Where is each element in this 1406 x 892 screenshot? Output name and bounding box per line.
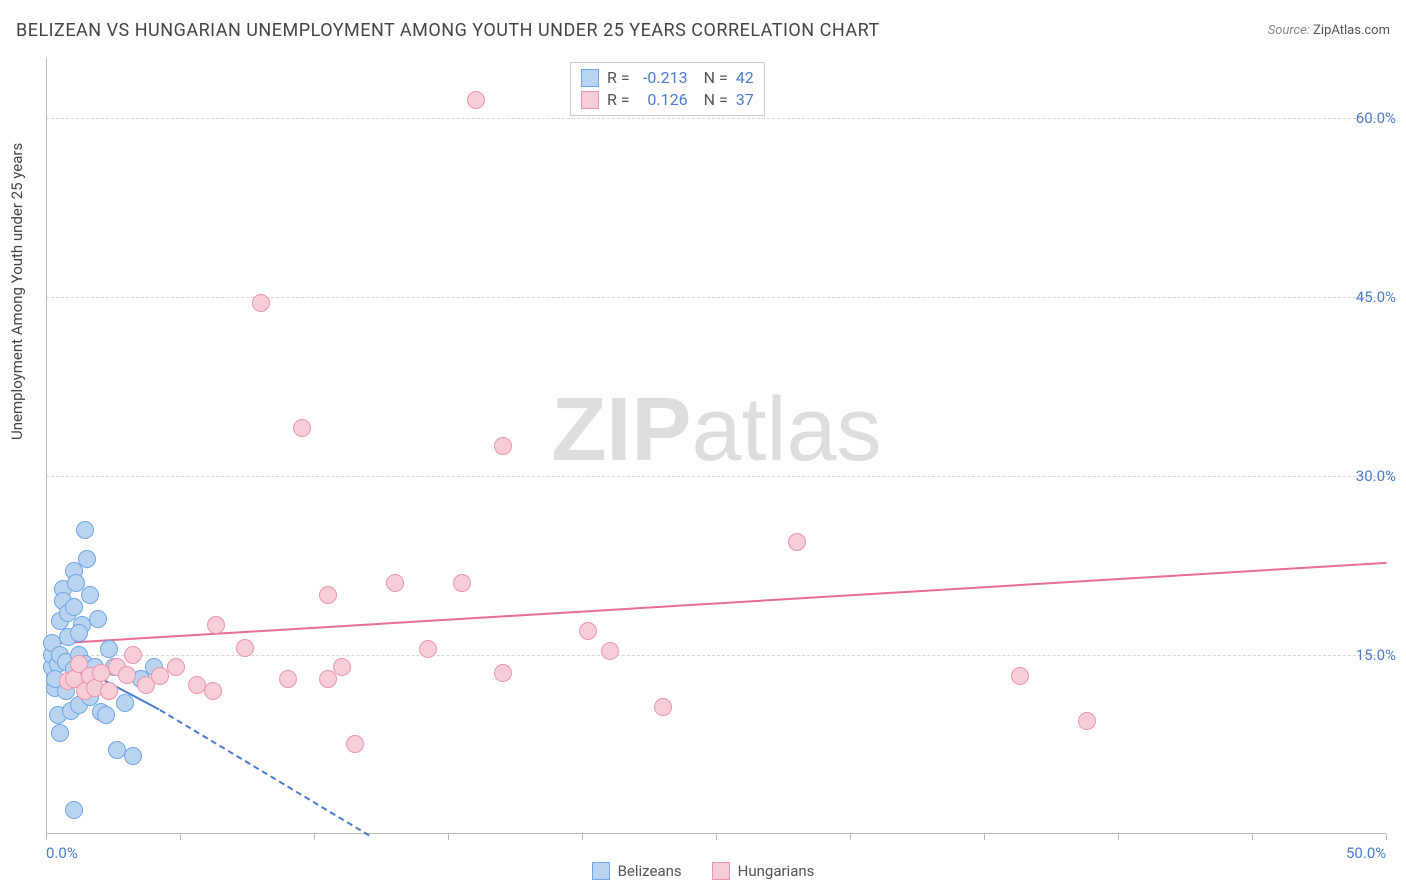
stats-box: R = -0.213 N = 42 R = 0.126 N = 37 bbox=[570, 62, 765, 116]
x-tick bbox=[984, 834, 985, 840]
x-tick-label: 50.0% bbox=[1346, 844, 1386, 862]
data-point bbox=[419, 640, 437, 658]
data-point bbox=[97, 706, 115, 724]
stats-row-2: R = 0.126 N = 37 bbox=[581, 89, 754, 111]
data-point bbox=[494, 664, 512, 682]
data-point bbox=[124, 747, 142, 765]
legend-label: Belizeans bbox=[618, 862, 682, 880]
data-point bbox=[167, 658, 185, 676]
data-point bbox=[51, 724, 69, 742]
source-label: Source: bbox=[1268, 23, 1310, 38]
data-point bbox=[252, 294, 270, 312]
x-tick-label: 0.0% bbox=[46, 844, 78, 862]
data-point bbox=[124, 646, 142, 664]
x-tick bbox=[1118, 834, 1119, 840]
y-axis-label: Unemployment Among Youth under 25 years bbox=[8, 143, 26, 440]
r-value-2: 0.126 bbox=[638, 89, 688, 111]
data-point bbox=[151, 667, 169, 685]
watermark-bold: ZIP bbox=[551, 380, 691, 480]
data-point bbox=[116, 694, 134, 712]
x-tick bbox=[850, 834, 851, 840]
trend-line bbox=[47, 562, 1387, 645]
x-tick bbox=[448, 834, 449, 840]
swatch-belizeans bbox=[581, 69, 599, 87]
data-point bbox=[601, 642, 619, 660]
watermark: ZIPatlas bbox=[551, 379, 881, 482]
swatch-hungarians bbox=[581, 91, 599, 109]
x-tick bbox=[180, 834, 181, 840]
data-point bbox=[453, 574, 471, 592]
r-label: R = bbox=[607, 67, 630, 89]
x-tick bbox=[582, 834, 583, 840]
data-point bbox=[1078, 712, 1096, 730]
n-label: N = bbox=[704, 89, 728, 111]
x-tick bbox=[1386, 834, 1387, 840]
n-label: N = bbox=[704, 67, 728, 89]
data-point bbox=[654, 698, 672, 716]
header: BELIZEAN VS HUNGARIAN UNEMPLOYMENT AMONG… bbox=[16, 20, 1390, 41]
watermark-light: atlas bbox=[691, 380, 881, 480]
stats-row-1: R = -0.213 N = 42 bbox=[581, 67, 754, 89]
data-point bbox=[76, 521, 94, 539]
data-point bbox=[65, 801, 83, 819]
x-tick bbox=[716, 834, 717, 840]
data-point bbox=[1011, 667, 1029, 685]
source-name: ZipAtlas.com bbox=[1313, 23, 1390, 38]
data-point bbox=[207, 616, 225, 634]
data-point bbox=[118, 666, 136, 684]
x-tick bbox=[46, 834, 47, 840]
legend-item-belizeans: Belizeans bbox=[592, 862, 682, 880]
data-point bbox=[788, 533, 806, 551]
data-point bbox=[319, 586, 337, 604]
data-point bbox=[346, 735, 364, 753]
x-tick bbox=[1252, 834, 1253, 840]
data-point bbox=[204, 682, 222, 700]
data-point bbox=[293, 419, 311, 437]
n-value-2: 37 bbox=[736, 89, 754, 111]
r-value-1: -0.213 bbox=[638, 67, 688, 89]
trend-line-extrapolated bbox=[159, 709, 369, 836]
swatch-hungarians bbox=[712, 862, 730, 880]
legend-label: Hungarians bbox=[738, 862, 815, 880]
chart-title: BELIZEAN VS HUNGARIAN UNEMPLOYMENT AMONG… bbox=[16, 20, 880, 41]
legend: Belizeans Hungarians bbox=[0, 862, 1406, 880]
data-point bbox=[81, 586, 99, 604]
source: Source: ZipAtlas.com bbox=[1268, 23, 1390, 38]
scatter-chart: ZIPatlas bbox=[46, 58, 1386, 834]
legend-item-hungarians: Hungarians bbox=[712, 862, 815, 880]
data-point bbox=[467, 91, 485, 109]
data-point bbox=[89, 610, 107, 628]
n-value-1: 42 bbox=[736, 67, 754, 89]
data-point bbox=[579, 622, 597, 640]
data-point bbox=[386, 574, 404, 592]
data-point bbox=[100, 682, 118, 700]
data-point bbox=[279, 670, 297, 688]
data-point bbox=[100, 640, 118, 658]
data-point bbox=[236, 639, 254, 657]
data-point bbox=[78, 550, 96, 568]
r-label: R = bbox=[607, 89, 630, 111]
x-tick bbox=[314, 834, 315, 840]
data-point bbox=[494, 437, 512, 455]
data-point bbox=[70, 624, 88, 642]
data-point bbox=[333, 658, 351, 676]
data-point bbox=[65, 598, 83, 616]
swatch-belizeans bbox=[592, 862, 610, 880]
